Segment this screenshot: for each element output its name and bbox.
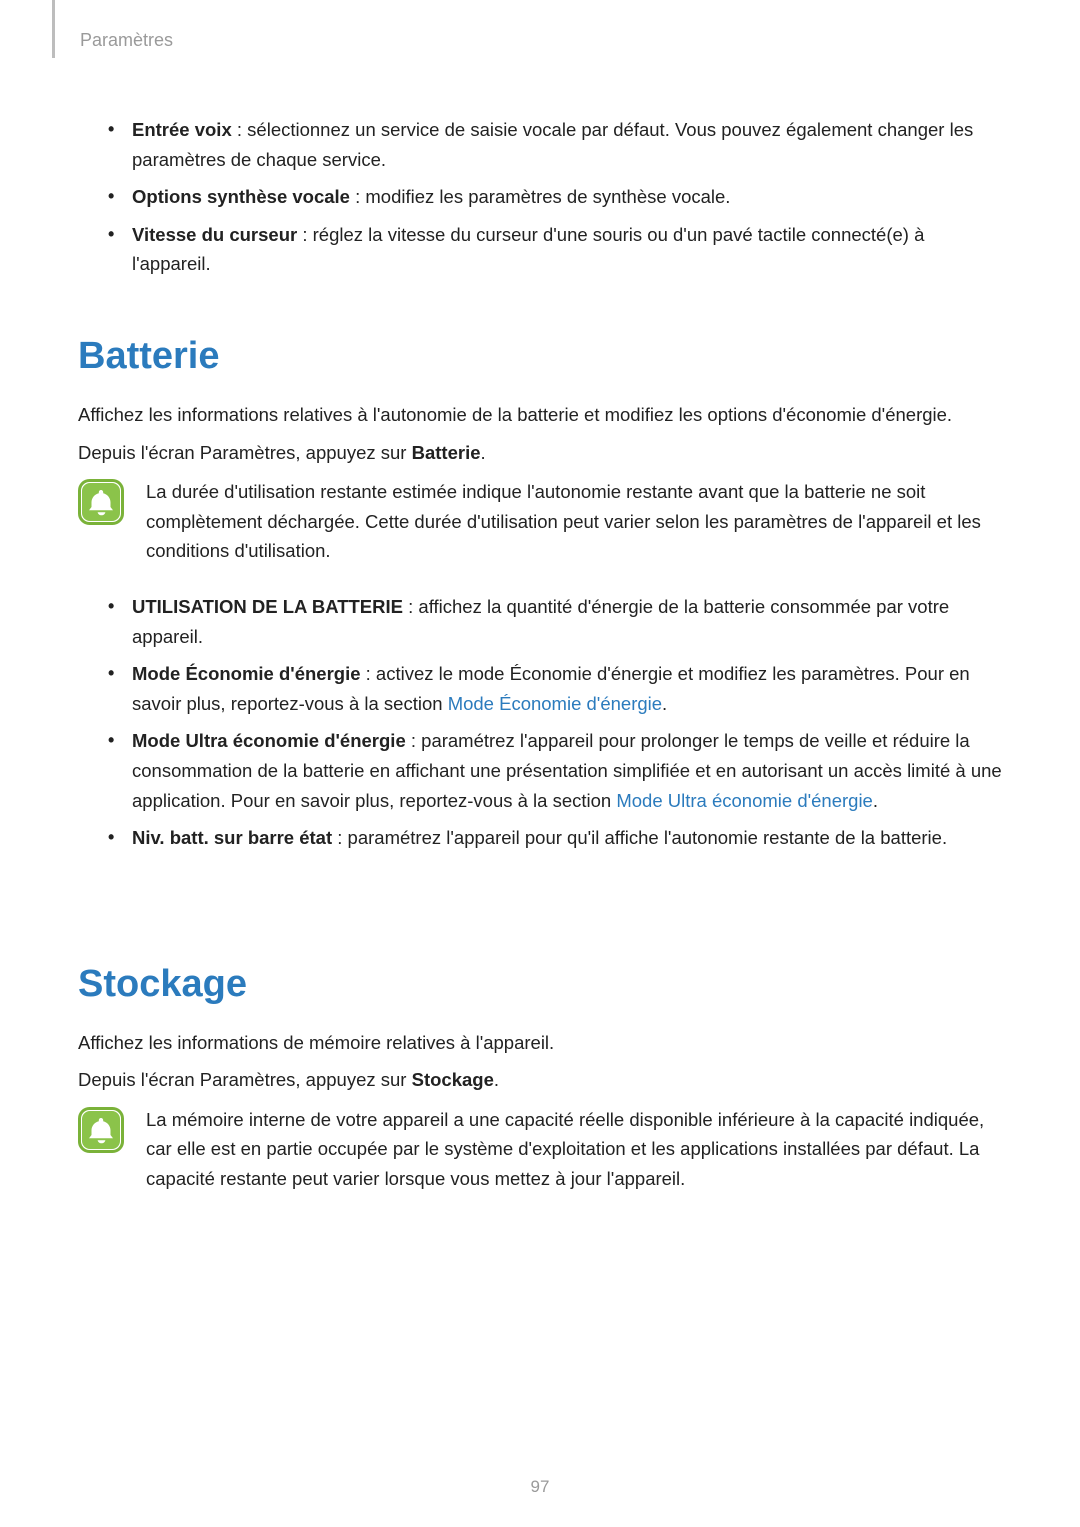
- list-item: Mode Ultra économie d'énergie : paramétr…: [102, 726, 1002, 815]
- page-number: 97: [0, 1477, 1080, 1497]
- bullet-text-post: .: [873, 790, 878, 811]
- batterie-bullet-list: UTILISATION DE LA BATTERIE : affichez la…: [102, 592, 1002, 853]
- bullet-bold: Entrée voix: [132, 119, 232, 140]
- link-mode-ultra[interactable]: Mode Ultra économie d'énergie: [616, 790, 873, 811]
- batterie-heading: Batterie: [78, 335, 1002, 378]
- bullet-bold: Options synthèse vocale: [132, 186, 350, 207]
- top-bullet-list: Entrée voix : sélectionnez un service de…: [102, 115, 1002, 279]
- list-item: UTILISATION DE LA BATTERIE : affichez la…: [102, 592, 1002, 651]
- path-post: .: [494, 1069, 499, 1090]
- bullet-bold: Vitesse du curseur: [132, 224, 297, 245]
- path-post: .: [481, 442, 486, 463]
- batterie-note: La durée d'utilisation restante estimée …: [78, 477, 1002, 566]
- breadcrumb: Paramètres: [78, 30, 1002, 51]
- note-text: La durée d'utilisation restante estimée …: [146, 477, 1002, 566]
- bullet-text: : modifiez les paramètres de synthèse vo…: [350, 186, 730, 207]
- path-bold: Stockage: [412, 1069, 494, 1090]
- link-mode-economie[interactable]: Mode Économie d'énergie: [448, 693, 662, 714]
- stockage-note: La mémoire interne de votre appareil a u…: [78, 1105, 1002, 1194]
- path-pre: Depuis l'écran Paramètres, appuyez sur: [78, 1069, 412, 1090]
- bullet-bold: Mode Économie d'énergie: [132, 663, 361, 684]
- bullet-text: : sélectionnez un service de saisie voca…: [132, 119, 973, 170]
- note-text: La mémoire interne de votre appareil a u…: [146, 1105, 1002, 1194]
- batterie-path: Depuis l'écran Paramètres, appuyez sur B…: [78, 438, 1002, 468]
- bell-note-icon: [78, 1107, 124, 1153]
- bullet-bold: Niv. batt. sur barre état: [132, 827, 332, 848]
- bullet-text: : paramétrez l'appareil pour qu'il affic…: [332, 827, 947, 848]
- stockage-intro: Affichez les informations de mémoire rel…: [78, 1028, 1002, 1058]
- list-item: Options synthèse vocale : modifiez les p…: [102, 182, 1002, 212]
- batterie-intro: Affichez les informations relatives à l'…: [78, 400, 1002, 430]
- header-accent-line: [52, 0, 55, 58]
- stockage-path: Depuis l'écran Paramètres, appuyez sur S…: [78, 1065, 1002, 1095]
- list-item: Vitesse du curseur : réglez la vitesse d…: [102, 220, 1002, 279]
- stockage-heading: Stockage: [78, 963, 1002, 1006]
- path-bold: Batterie: [412, 442, 481, 463]
- bullet-bold: UTILISATION DE LA BATTERIE: [132, 596, 403, 617]
- bullet-text-post: .: [662, 693, 667, 714]
- page-content: Paramètres Entrée voix : sélectionnez un…: [0, 0, 1080, 1194]
- list-item: Entrée voix : sélectionnez un service de…: [102, 115, 1002, 174]
- list-item: Niv. batt. sur barre état : paramétrez l…: [102, 823, 1002, 853]
- bullet-bold: Mode Ultra économie d'énergie: [132, 730, 406, 751]
- path-pre: Depuis l'écran Paramètres, appuyez sur: [78, 442, 412, 463]
- bell-note-icon: [78, 479, 124, 525]
- list-item: Mode Économie d'énergie : activez le mod…: [102, 659, 1002, 718]
